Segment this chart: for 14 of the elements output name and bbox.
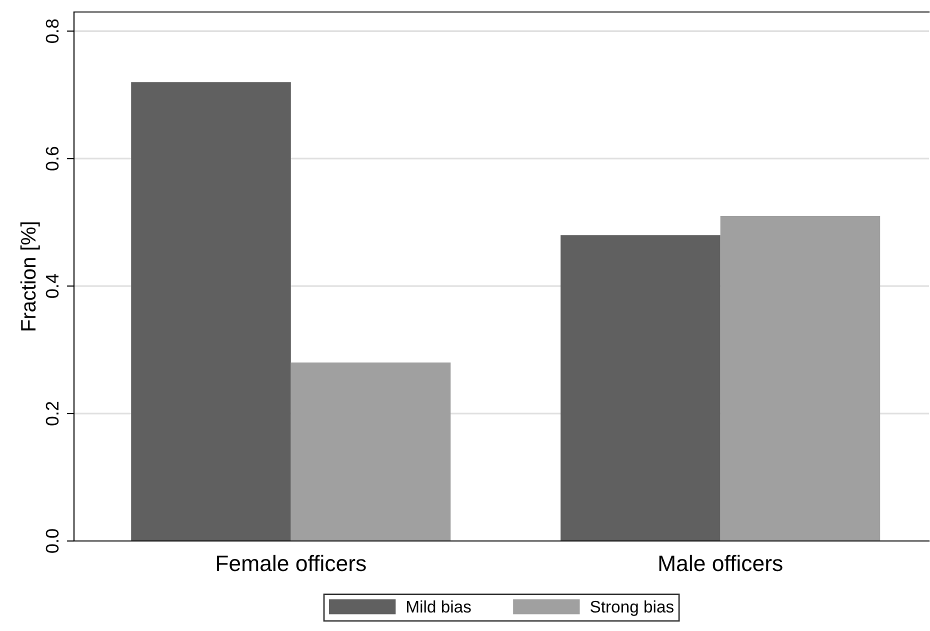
y-tick-label: 0.2 [46, 402, 59, 426]
bar [720, 216, 880, 541]
y-tick-label: 0.4 [46, 274, 59, 298]
y-axis-title: Fraction [%] [20, 222, 40, 330]
bar [560, 235, 720, 541]
x-tick-label: Male officers [659, 554, 782, 572]
legend-label: Strong bias [590, 600, 674, 616]
bar [131, 82, 291, 541]
y-tick-label: 0.6 [46, 146, 59, 170]
x-tick-label: Female officers [216, 554, 366, 572]
y-tick-label: 0.0 [46, 529, 59, 553]
legend-label: Mild bias [407, 600, 471, 613]
bar [290, 362, 451, 541]
y-tick-label: 0.8 [46, 19, 59, 43]
